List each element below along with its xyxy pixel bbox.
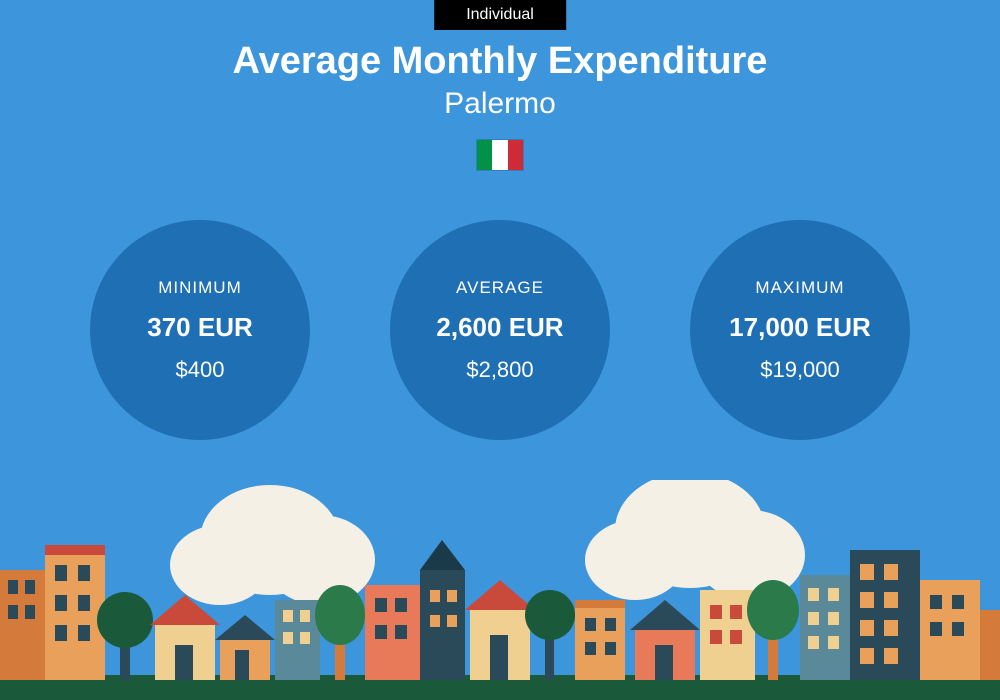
- stat-circle-maximum: MAXIMUM 17,000 EUR $19,000: [690, 220, 910, 440]
- category-badge: Individual: [434, 0, 566, 30]
- flag-white: [492, 140, 507, 170]
- stat-circle-minimum: MINIMUM 370 EUR $400: [90, 220, 310, 440]
- stats-row: MINIMUM 370 EUR $400 AVERAGE 2,600 EUR $…: [0, 220, 1000, 440]
- stat-circle-average: AVERAGE 2,600 EUR $2,800: [390, 220, 610, 440]
- stat-label: MAXIMUM: [755, 278, 844, 298]
- stat-primary: 17,000 EUR: [729, 312, 871, 343]
- header: Average Monthly Expenditure Palermo: [0, 40, 1000, 176]
- flag-red: [508, 140, 523, 170]
- stat-secondary: $400: [176, 357, 225, 383]
- stat-primary: 370 EUR: [147, 312, 253, 343]
- italy-flag-icon: [476, 139, 524, 171]
- badge-label: Individual: [466, 6, 534, 23]
- stat-label: MINIMUM: [158, 278, 241, 298]
- stat-secondary: $19,000: [760, 357, 840, 383]
- city-name: Palermo: [0, 87, 1000, 121]
- stat-secondary: $2,800: [466, 357, 533, 383]
- flag-green: [477, 140, 492, 170]
- stat-primary: 2,600 EUR: [436, 312, 563, 343]
- cityscape-illustration: [0, 480, 1000, 700]
- stat-label: AVERAGE: [456, 278, 544, 298]
- page-title: Average Monthly Expenditure: [0, 40, 1000, 83]
